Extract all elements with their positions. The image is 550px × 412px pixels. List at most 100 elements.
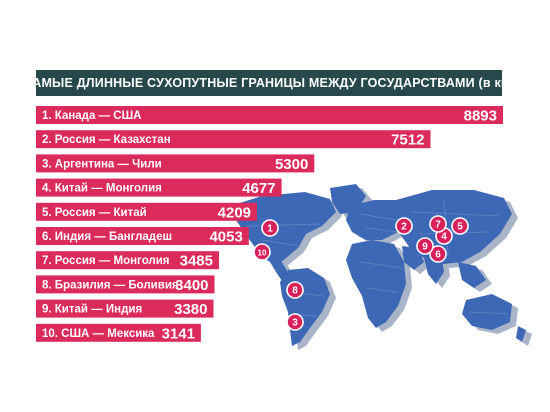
continent-new-zealand <box>516 326 526 342</box>
category-label: 3. Аргентина — Чили <box>42 158 162 170</box>
marker-label: 9 <box>422 242 428 253</box>
marker-label: 3 <box>292 318 298 329</box>
continent-australia <box>462 294 512 330</box>
bar <box>36 130 431 149</box>
value-label: 4053 <box>209 229 242 246</box>
map-marker: 6 <box>429 245 447 263</box>
map-border-line <box>469 311 509 315</box>
map-border-line <box>261 239 301 247</box>
bar <box>36 227 249 245</box>
marker-label: 6 <box>435 250 441 261</box>
map-border-line <box>419 231 489 235</box>
category-label: 10. США — Мексика <box>42 328 155 340</box>
continent-india <box>424 258 444 284</box>
bar-row: 5. Россия — Китай 4209 <box>36 202 257 221</box>
map-border-line <box>245 223 321 227</box>
value-label: 7512 <box>391 132 424 149</box>
continent-arabia <box>402 246 424 270</box>
category-label: 6. Индия — Бангладеш <box>42 231 172 243</box>
value-label: 3485 <box>180 253 213 270</box>
bar-row: 10. США — Мексика 3141 <box>36 323 201 342</box>
continent-shadow-greenland <box>336 188 372 218</box>
continent-shadow-arabia <box>408 250 430 274</box>
map-marker: 1 <box>261 219 279 237</box>
map-border-line <box>411 211 501 217</box>
marker-label: 8 <box>292 286 298 297</box>
bar-row: 3. Аргентина — Чили 5300 <box>36 154 315 173</box>
bar-row: 2. Россия — Казахстан 7512 <box>36 130 431 149</box>
continent-shadow-asia <box>402 194 518 268</box>
marker-circle <box>261 219 279 237</box>
map-border-line <box>443 199 449 257</box>
continent-shadow-india <box>430 262 450 288</box>
map-marker: 5 <box>451 217 469 235</box>
category-label: 2. Россия — Казахстан <box>42 134 171 146</box>
value-label: 5300 <box>275 156 308 173</box>
map-border-line <box>359 213 397 221</box>
bar-row: 1. Канада — США 8893 <box>36 106 503 125</box>
bar <box>36 106 503 124</box>
map-border-line <box>291 313 317 317</box>
marker-label: 1 <box>267 224 273 235</box>
value-label: 3400 <box>175 277 208 294</box>
marker-circle <box>253 243 271 261</box>
bar <box>36 299 214 318</box>
chart-title: САМЫЕ ДЛИННЫЕ СУХОПУТНЫЕ ГРАНИЦЫ МЕЖДУ Г… <box>23 70 515 96</box>
marker-label: 5 <box>457 222 463 233</box>
map-marker: 3 <box>286 313 304 331</box>
map-land <box>230 184 526 346</box>
world-map <box>230 184 532 350</box>
marker-circle <box>451 217 469 235</box>
map-markers: 1 2 3 45 6 7 8 9 10 <box>253 215 469 331</box>
bar <box>36 154 315 173</box>
value-label: 4677 <box>242 180 275 197</box>
bar <box>36 251 219 270</box>
continent-north-america <box>230 192 336 266</box>
continent-asia <box>396 190 512 264</box>
category-label: 1. Канада — США <box>42 110 141 122</box>
marker-circle <box>435 227 453 245</box>
continent-greenland <box>330 184 366 214</box>
bar-row: 9. Китай — Индия 3380 <box>36 299 214 318</box>
marker-label: 7 <box>435 220 441 231</box>
continent-southeast-asia <box>458 262 486 288</box>
marker-label: 10 <box>258 249 267 258</box>
map-marker: 4 <box>435 227 453 245</box>
bar-row: 7. Россия — Монголия 3485 <box>36 251 219 270</box>
continent-africa <box>346 240 406 328</box>
value-label: 3141 <box>162 325 195 342</box>
bar-row: 6. Индия — Бангладеш 4053 <box>36 227 249 246</box>
marker-label: 4 <box>441 232 447 243</box>
continent-central-america <box>268 256 298 288</box>
value-label: 4209 <box>218 204 251 221</box>
bar <box>36 275 215 294</box>
marker-circle <box>286 281 304 299</box>
map-marker: 8 <box>286 281 304 299</box>
marker-circle <box>395 217 413 235</box>
category-label: 5. Россия — Китай <box>42 207 147 219</box>
marker-circle <box>429 215 447 233</box>
bar <box>36 202 257 221</box>
map-marker: 9 <box>416 237 434 255</box>
category-label: 4. Китай — Монголия <box>42 183 162 195</box>
map-marker: 10 <box>253 243 271 261</box>
value-label: 8893 <box>464 108 497 125</box>
marker-label: 2 <box>401 222 407 233</box>
marker-circle <box>286 313 304 331</box>
continent-shadow-southeast-asia <box>464 266 492 292</box>
category-label: 9. Китай — Индия <box>42 304 142 316</box>
map-border-line <box>289 291 325 297</box>
bar <box>36 323 201 342</box>
continent-shadow-europe <box>352 204 410 244</box>
bar <box>36 178 282 197</box>
map-marker: 7 <box>429 215 447 233</box>
map-border-line <box>365 287 399 293</box>
value-label: 3380 <box>174 301 207 318</box>
continent-south-america <box>280 268 330 346</box>
continent-shadow-south-america <box>286 272 336 350</box>
map-border-line <box>365 227 399 233</box>
category-label: 7. Россия — Монголия <box>42 255 170 267</box>
continent-shadow-new-zealand <box>522 330 532 346</box>
